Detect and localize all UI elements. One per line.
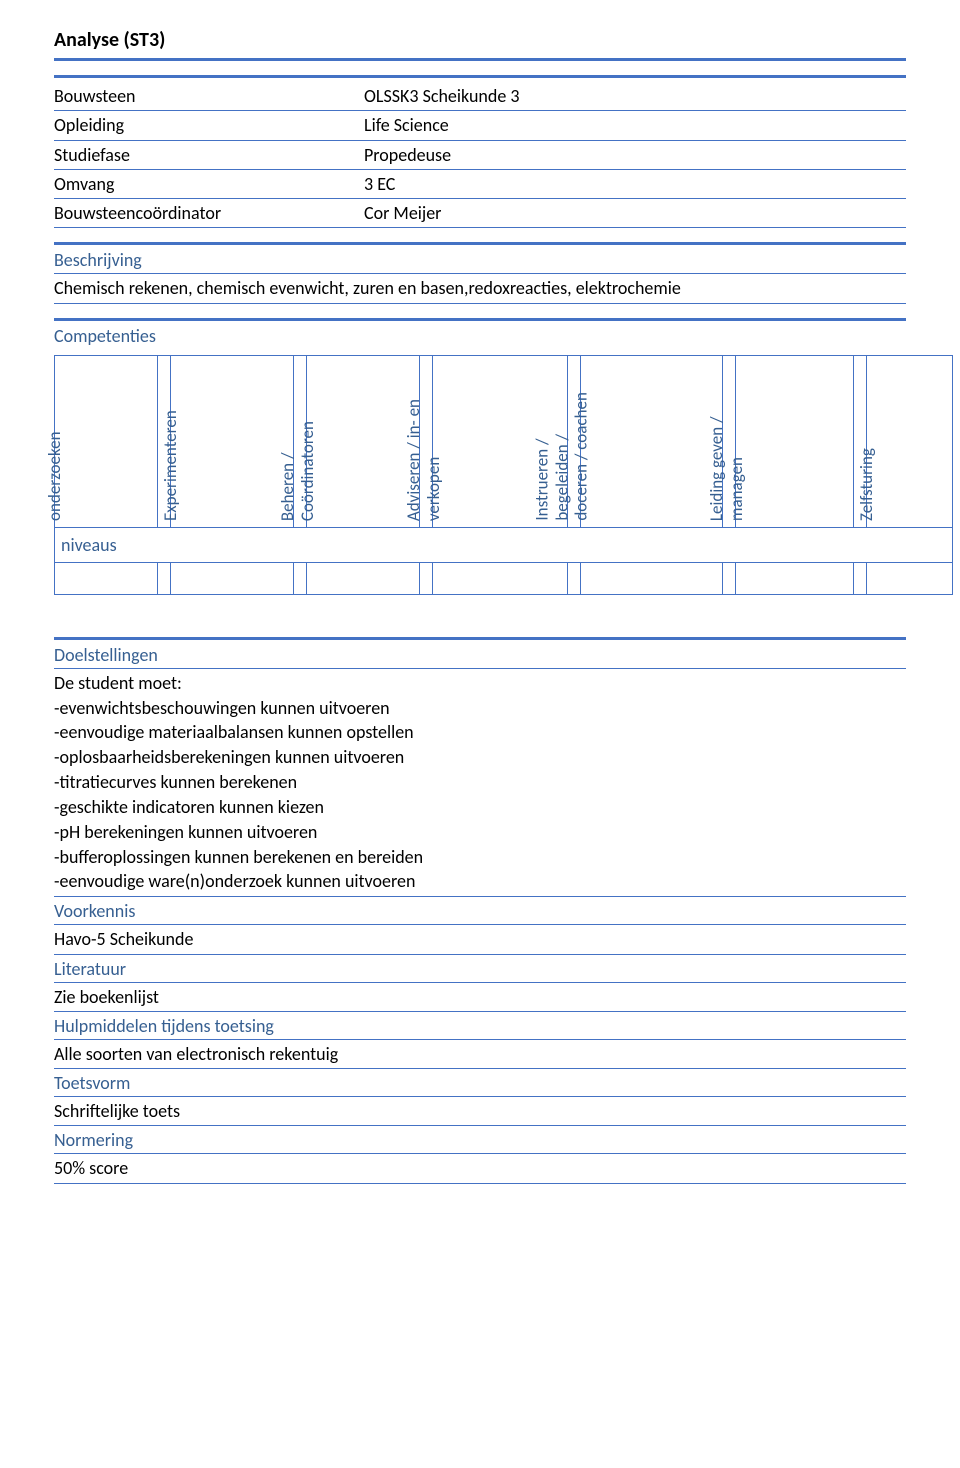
info-label: Opleiding	[54, 113, 364, 137]
doelstellingen-heading: Doelstellingen	[54, 644, 906, 669]
table-cell	[736, 562, 854, 594]
competentie-header-line: Beheren /	[277, 452, 298, 521]
doel-item: -bufferoplossingen kunnen berekenen en b…	[54, 846, 423, 868]
info-row: BouwsteencoördinatorCor Meijer	[54, 199, 906, 228]
competentie-header-line: managen	[725, 457, 746, 521]
competentie-header-line: doceren / coachen	[571, 392, 592, 521]
info-row: StudiefasePropedeuse	[54, 141, 906, 170]
info-value: Cor Meijer	[364, 201, 906, 225]
info-label: Studiefase	[54, 143, 364, 167]
table-cell	[307, 562, 420, 594]
beschrijving-heading: Beschrijving	[54, 249, 906, 274]
competentie-header: Leiding geven /managen	[736, 355, 854, 527]
doel-item: -oplosbaarheidsberekeningen kunnen uitvo…	[54, 746, 404, 768]
info-label: Omvang	[54, 172, 364, 196]
competenties-table: onderzoeken Experimenteren Beheren /Coör…	[54, 355, 953, 595]
doel-item: -eenvoudige ware(n)onderzoek kunnen uitv…	[54, 870, 415, 892]
info-value: 3 EC	[364, 172, 906, 196]
voorkennis-heading: Voorkennis	[54, 900, 906, 925]
hulpmiddelen-text: Alle soorten van electronisch rekentuig	[54, 1040, 906, 1069]
table-cell	[420, 562, 433, 594]
table-row	[55, 562, 953, 594]
table-cell	[866, 562, 952, 594]
doel-intro: De student moet:	[54, 672, 182, 694]
info-label: Bouwsteen	[54, 84, 364, 108]
info-value: Life Science	[364, 113, 906, 137]
table-cell	[55, 562, 158, 594]
competentie-header: Experimenteren	[170, 355, 294, 527]
doel-item: -pH berekeningen kunnen uitvoeren	[54, 821, 317, 843]
divider	[54, 75, 906, 78]
doelstellingen-body: De student moet: -evenwichtsbeschouwinge…	[54, 669, 906, 897]
doel-item: -titratiecurves kunnen berekenen	[54, 771, 297, 793]
beschrijving-text: Chemisch rekenen, chemisch evenwicht, zu…	[54, 274, 906, 303]
table-cell	[294, 562, 307, 594]
table-row: niveaus	[55, 527, 953, 562]
divider	[54, 318, 906, 321]
competentie-header-line: Instrueren /	[532, 439, 553, 521]
table-cell	[723, 562, 736, 594]
table-cell	[581, 562, 723, 594]
literatuur-heading: Literatuur	[54, 958, 906, 983]
doel-item: -evenwichtsbeschouwingen kunnen uitvoere…	[54, 697, 390, 719]
info-value: Propedeuse	[364, 143, 906, 167]
toetsvorm-heading: Toetsvorm	[54, 1072, 906, 1097]
hulpmiddelen-heading: Hulpmiddelen tijdens toetsing	[54, 1015, 906, 1040]
info-row: OpleidingLife Science	[54, 111, 906, 140]
normering-heading: Normering	[54, 1129, 906, 1154]
competentie-header: Instrueren /begeleiden /doceren / coache…	[581, 355, 723, 527]
divider	[54, 242, 906, 245]
normering-text: 50% score	[54, 1154, 906, 1183]
info-row: Omvang3 EC	[54, 170, 906, 199]
competentie-header-line: verkopen	[423, 456, 444, 520]
doel-item: -eenvoudige materiaalbalansen kunnen ops…	[54, 721, 414, 743]
toetsvorm-text: Schriftelijke toets	[54, 1097, 906, 1126]
divider	[54, 637, 906, 640]
literatuur-text: Zie boekenlijst	[54, 983, 906, 1012]
competentie-header: Zelfsturing	[866, 355, 952, 527]
competentie-header-line: Coördinatoren	[297, 421, 318, 521]
competentie-header-line: Leiding geven /	[706, 416, 727, 521]
info-label: Bouwsteencoördinator	[54, 201, 364, 225]
competentie-header-line: Adviseren / in- en	[403, 399, 424, 521]
page-title: Analyse (ST3)	[54, 28, 906, 52]
competentie-header: onderzoeken	[55, 355, 158, 527]
table-cell	[853, 562, 866, 594]
table-cell	[568, 562, 581, 594]
competentie-header-line: begeleiden /	[551, 434, 572, 521]
table-cell	[157, 562, 170, 594]
info-row: BouwsteenOLSSK3 Scheikunde 3	[54, 82, 906, 111]
voorkennis-text: Havo-5 Scheikunde	[54, 925, 906, 954]
info-value: OLSSK3 Scheikunde 3	[364, 84, 906, 108]
table-cell	[433, 562, 568, 594]
competenties-heading: Competenties	[54, 325, 906, 349]
doel-item: -geschikte indicatoren kunnen kiezen	[54, 796, 324, 818]
niveaus-cell: niveaus	[55, 527, 953, 562]
table-row: onderzoeken Experimenteren Beheren /Coör…	[55, 355, 953, 527]
divider	[54, 58, 906, 61]
table-cell	[170, 562, 294, 594]
